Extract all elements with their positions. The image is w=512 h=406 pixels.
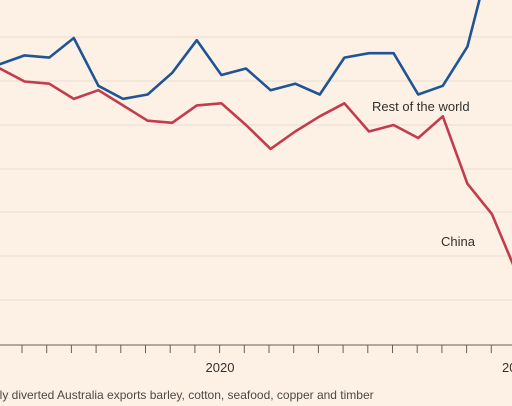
china-line [0, 67, 512, 266]
rest-of-world-label: Rest of the world [372, 99, 470, 114]
rest-of-world-line [0, 0, 481, 101]
x-tick-label-2020: 2020 [206, 360, 235, 375]
china-label: China [441, 234, 476, 249]
gridlines [0, 36, 512, 301]
x-tick-label-next-year: 20 [502, 360, 512, 375]
chart-caption: lly diverted Australia exports barley, c… [0, 388, 374, 402]
x-axis-ticks [21, 345, 492, 353]
